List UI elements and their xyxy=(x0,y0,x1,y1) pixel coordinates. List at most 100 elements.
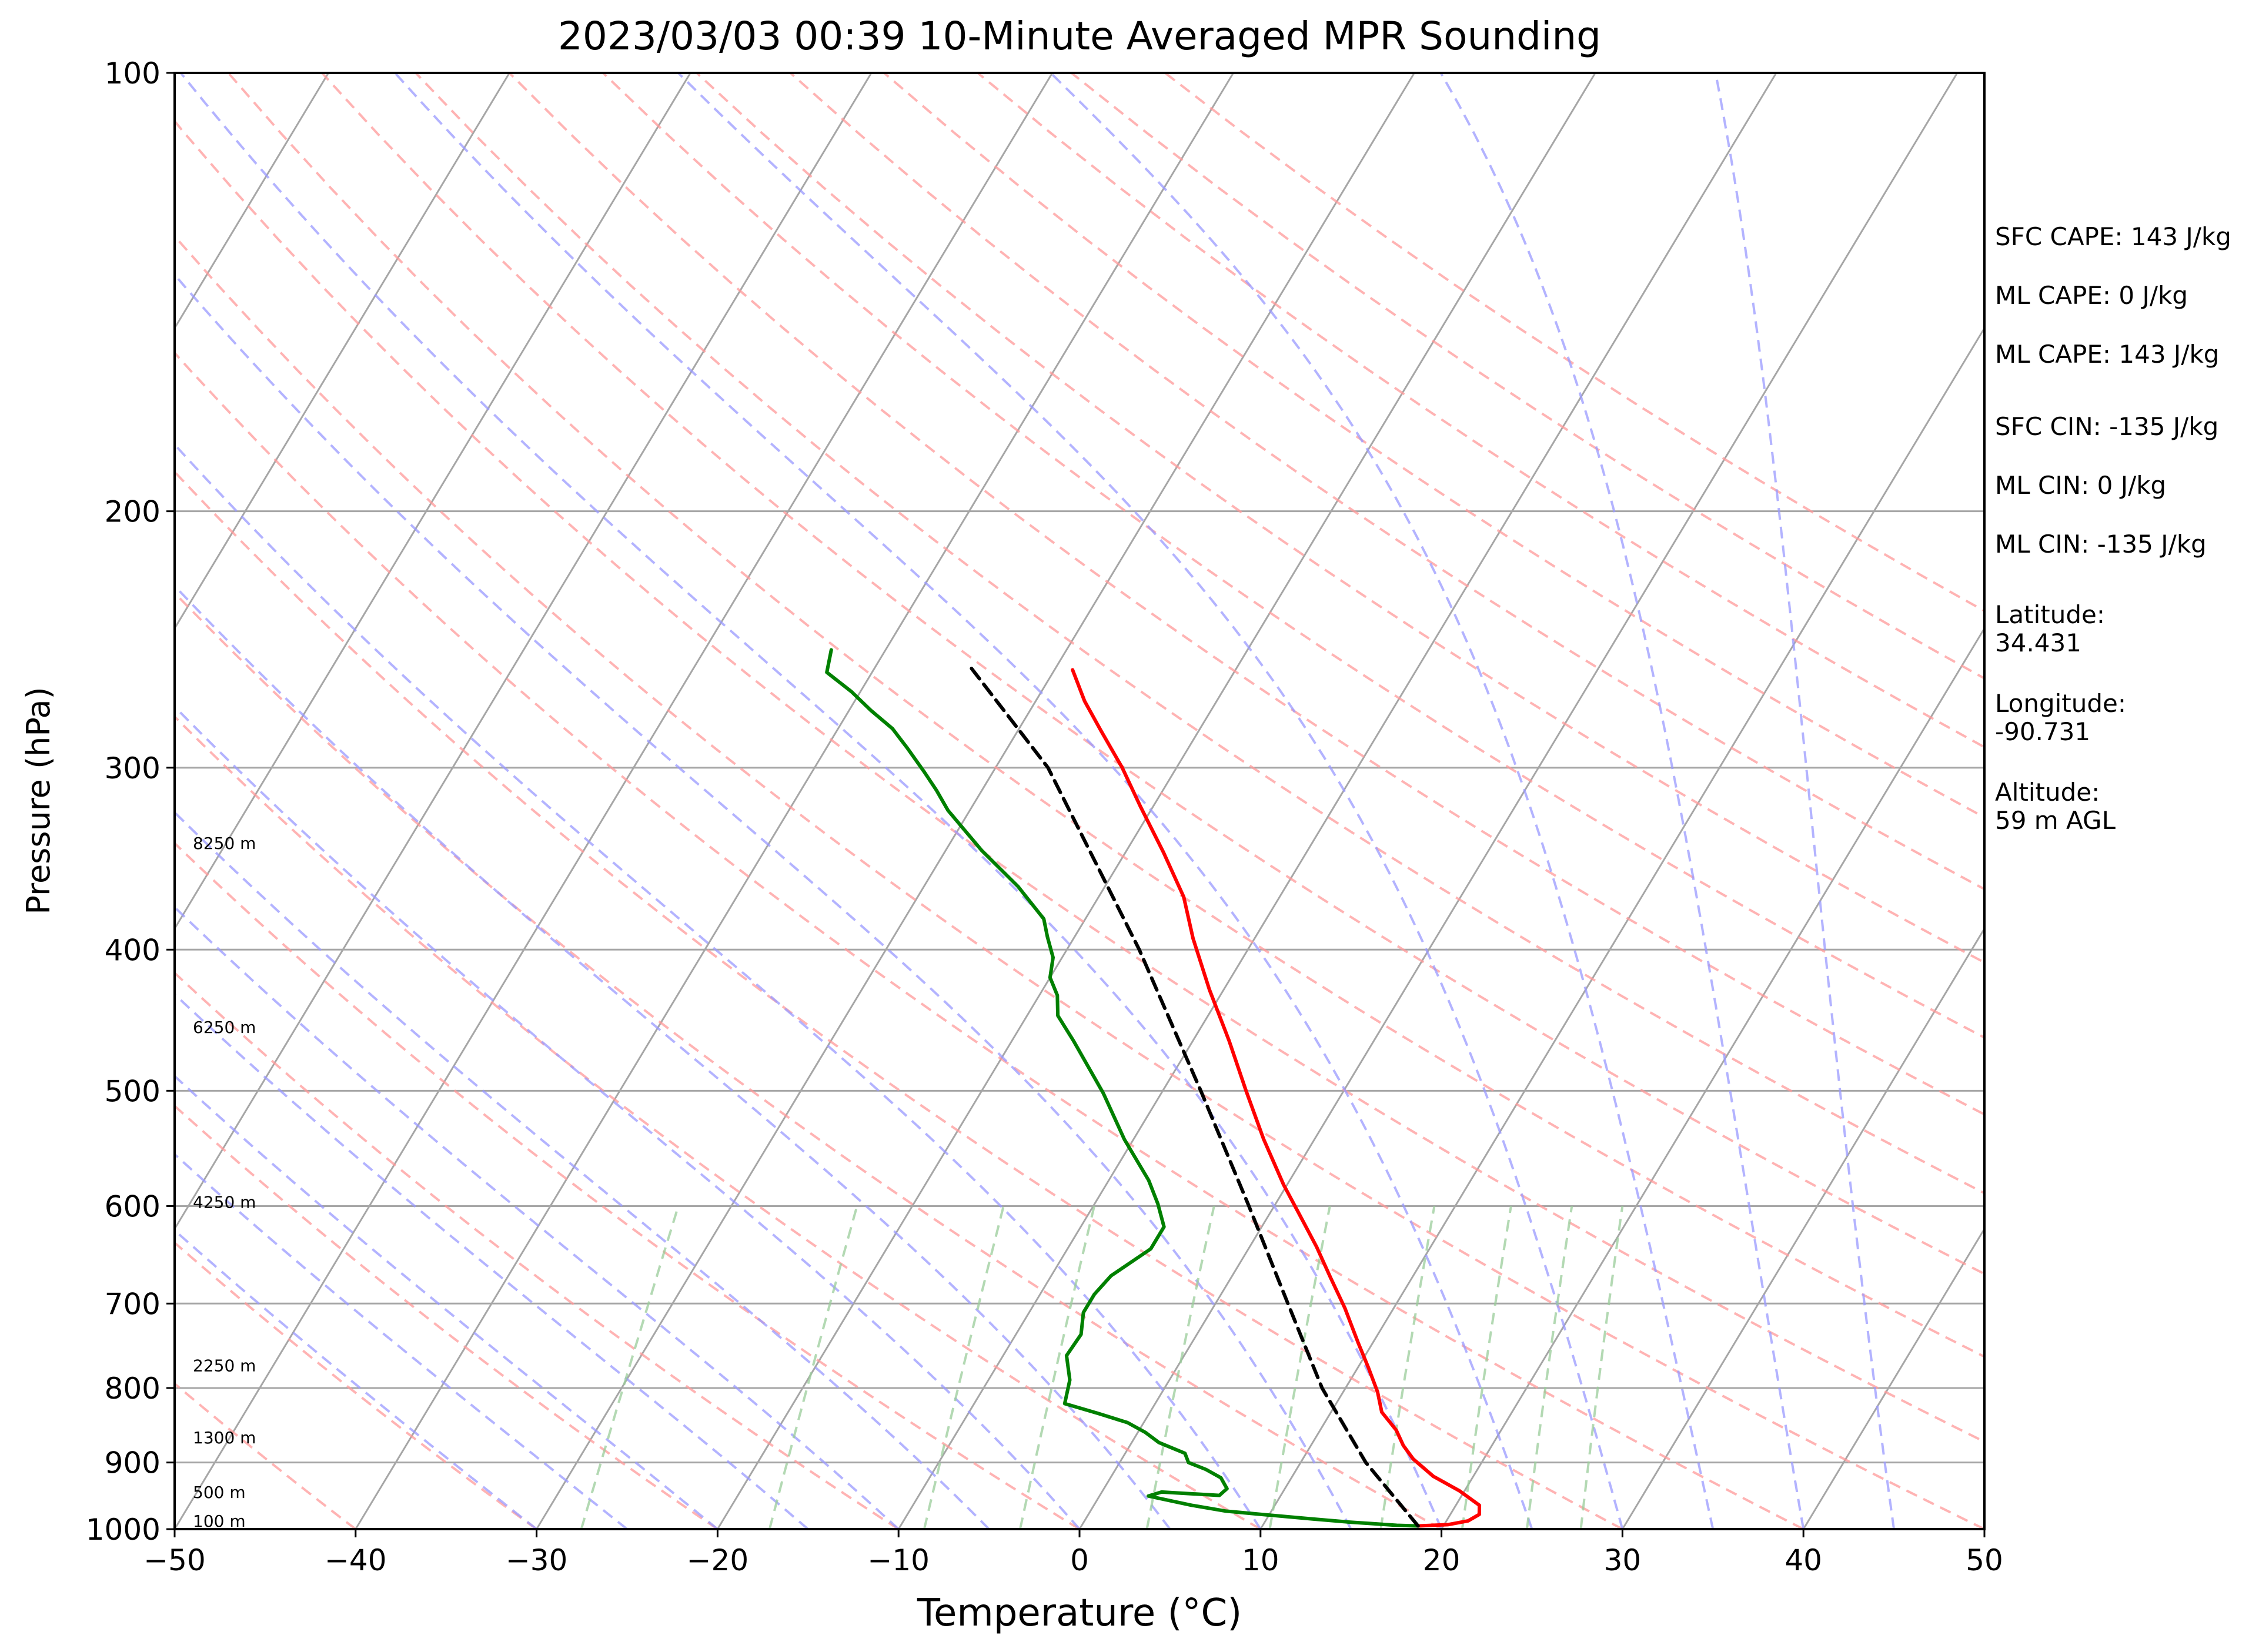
mixing-ratio-line xyxy=(1268,1206,1331,1529)
height-label: 500 m xyxy=(193,1483,246,1502)
dry-adiabat-line xyxy=(175,351,1804,1529)
y-tick-label: 200 xyxy=(105,495,161,529)
moist-adiabat-line xyxy=(1050,73,1715,1529)
x-tick-label: 30 xyxy=(1604,1543,1642,1577)
dry-adiabat-line xyxy=(883,73,1984,819)
dry-adiabat-line xyxy=(175,1241,537,1529)
dry-adiabat-line xyxy=(175,470,1623,1529)
y-axis: 1000 900 800 700 600 500 400 300 200 100 xyxy=(86,56,175,1547)
moist-adiabat-line xyxy=(1439,73,1805,1529)
y-tick-label: 400 xyxy=(105,933,161,967)
isotherm-line xyxy=(175,73,1054,1529)
latitude-value: 34.431 xyxy=(1995,628,2081,657)
dry-adiabat-line xyxy=(696,73,1984,964)
isotherm-line xyxy=(1802,1227,1984,1529)
dry-adiabat-line xyxy=(175,1104,719,1529)
mixing-ratio-line xyxy=(923,1206,1005,1529)
isotherm-line xyxy=(536,73,1415,1529)
dry-adiabat-line xyxy=(175,715,1261,1529)
dry-adiabat-line xyxy=(175,841,1081,1529)
y-tick-label: 300 xyxy=(105,751,161,785)
isotherm-line xyxy=(717,73,1596,1529)
altitude-label: Altitude: xyxy=(1995,778,2100,807)
isotherm-line xyxy=(1622,927,1984,1529)
x-tick-label: −20 xyxy=(687,1543,749,1577)
moist-adiabat-line xyxy=(175,443,1262,1529)
y-tick-label: 600 xyxy=(105,1189,161,1223)
mixing-ratio-line xyxy=(580,1205,680,1529)
y-tick-label: 500 xyxy=(105,1074,161,1108)
height-labels: 100 m 500 m 1300 m 2250 m 4250 m 6250 m 8250 m xyxy=(193,834,256,1531)
ml-cape-text: ML CAPE: 0 J/kg xyxy=(1995,281,2188,310)
mixing-ratio-line xyxy=(1145,1206,1215,1529)
height-label: 4250 m xyxy=(193,1192,256,1212)
chart-title: 2023/03/03 00:39 10-Minute Averaged MPR … xyxy=(558,14,1601,59)
isotherm-line xyxy=(355,73,1234,1529)
x-tick-label: −50 xyxy=(143,1543,206,1577)
mu-cin-text: ML CIN: -135 J/kg xyxy=(1995,530,2207,559)
isotherm-line xyxy=(1441,626,1984,1529)
moist-adiabat-line xyxy=(175,273,1352,1529)
mixing-ratio-line xyxy=(1525,1206,1573,1529)
annotation-panel: SFC CAPE: 143 J/kg ML CAPE: 0 J/kg ML CA… xyxy=(1995,222,2231,835)
y-tick-label: 100 xyxy=(105,56,161,91)
moist-adiabat-line xyxy=(175,905,900,1529)
x-axis: −50 −40 −30 −20 −10 0 10 20 30 40 50 xyxy=(143,1529,2003,1577)
height-label: 100 m xyxy=(193,1511,246,1531)
height-label: 6250 m xyxy=(193,1018,256,1037)
dry-adiabat-line xyxy=(175,971,900,1529)
series-line-1 xyxy=(825,648,1420,1528)
mu-cape-text: ML CAPE: 143 J/kg xyxy=(1995,340,2219,369)
dry-adiabat-line xyxy=(227,73,1984,1358)
dry-adiabat-line xyxy=(508,73,1984,1116)
isotherm-line xyxy=(175,73,329,330)
height-label: 2250 m xyxy=(193,1356,256,1376)
moist-adiabat-line xyxy=(175,705,1081,1529)
dry-adiabat-line xyxy=(789,73,1984,891)
moist-adiabat-line xyxy=(175,811,990,1529)
dry-adiabat-line xyxy=(1070,73,1984,680)
y-tick-label: 1000 xyxy=(86,1513,161,1547)
sfc-cin-text: SFC CIN: -135 J/kg xyxy=(1995,412,2218,441)
isotherm-line xyxy=(1259,326,1984,1529)
dry-adiabat-line xyxy=(175,234,1984,1529)
dry-adiabat-line xyxy=(415,73,1984,1195)
isotherm-line xyxy=(1078,73,1959,1529)
dry-adiabat-line xyxy=(175,591,1442,1529)
mixing-ratio-line xyxy=(1018,1206,1096,1529)
isotherm-line xyxy=(897,73,1777,1529)
x-tick-label: −30 xyxy=(506,1543,568,1577)
x-tick-label: −10 xyxy=(867,1543,930,1577)
x-tick-label: 40 xyxy=(1785,1543,1822,1577)
dry-adiabat-line xyxy=(175,119,1984,1443)
longitude-value: -90.731 xyxy=(1995,717,2090,746)
x-tick-label: 20 xyxy=(1423,1543,1461,1577)
latitude-label: Latitude: xyxy=(1995,600,2105,629)
x-axis-label: Temperature (°C) xyxy=(917,1591,1242,1635)
moist-adiabat-line xyxy=(175,584,1171,1529)
moist-adiabat-line xyxy=(175,992,809,1529)
series-line-2 xyxy=(967,663,1420,1528)
moist-adiabat-line xyxy=(677,73,1624,1529)
height-label: 8250 m xyxy=(193,834,256,853)
moist-adiabat-line xyxy=(1714,73,1896,1529)
isotherm-line xyxy=(175,73,510,630)
y-tick-label: 900 xyxy=(105,1446,161,1480)
height-label: 1300 m xyxy=(193,1428,256,1447)
sfc-cape-text: SFC CAPE: 143 J/kg xyxy=(1995,222,2231,251)
x-tick-label: 0 xyxy=(1070,1543,1089,1577)
moist-adiabat-line xyxy=(394,73,1533,1529)
isotherm-line xyxy=(175,73,691,931)
y-axis-label: Pressure (hPa) xyxy=(20,687,57,914)
mixing-ratio-line xyxy=(768,1205,858,1529)
longitude-label: Longitude: xyxy=(1995,689,2126,718)
series-line-0 xyxy=(1071,668,1482,1528)
mixing-ratio-line xyxy=(1379,1206,1436,1529)
isotherm-line xyxy=(175,73,873,1231)
data-series xyxy=(825,648,1482,1528)
y-tick-label: 700 xyxy=(105,1287,161,1321)
ml-cin-text: ML CIN: 0 J/kg xyxy=(1995,471,2166,500)
background-lines xyxy=(175,73,1984,1529)
dry-adiabat-line xyxy=(977,73,1984,749)
